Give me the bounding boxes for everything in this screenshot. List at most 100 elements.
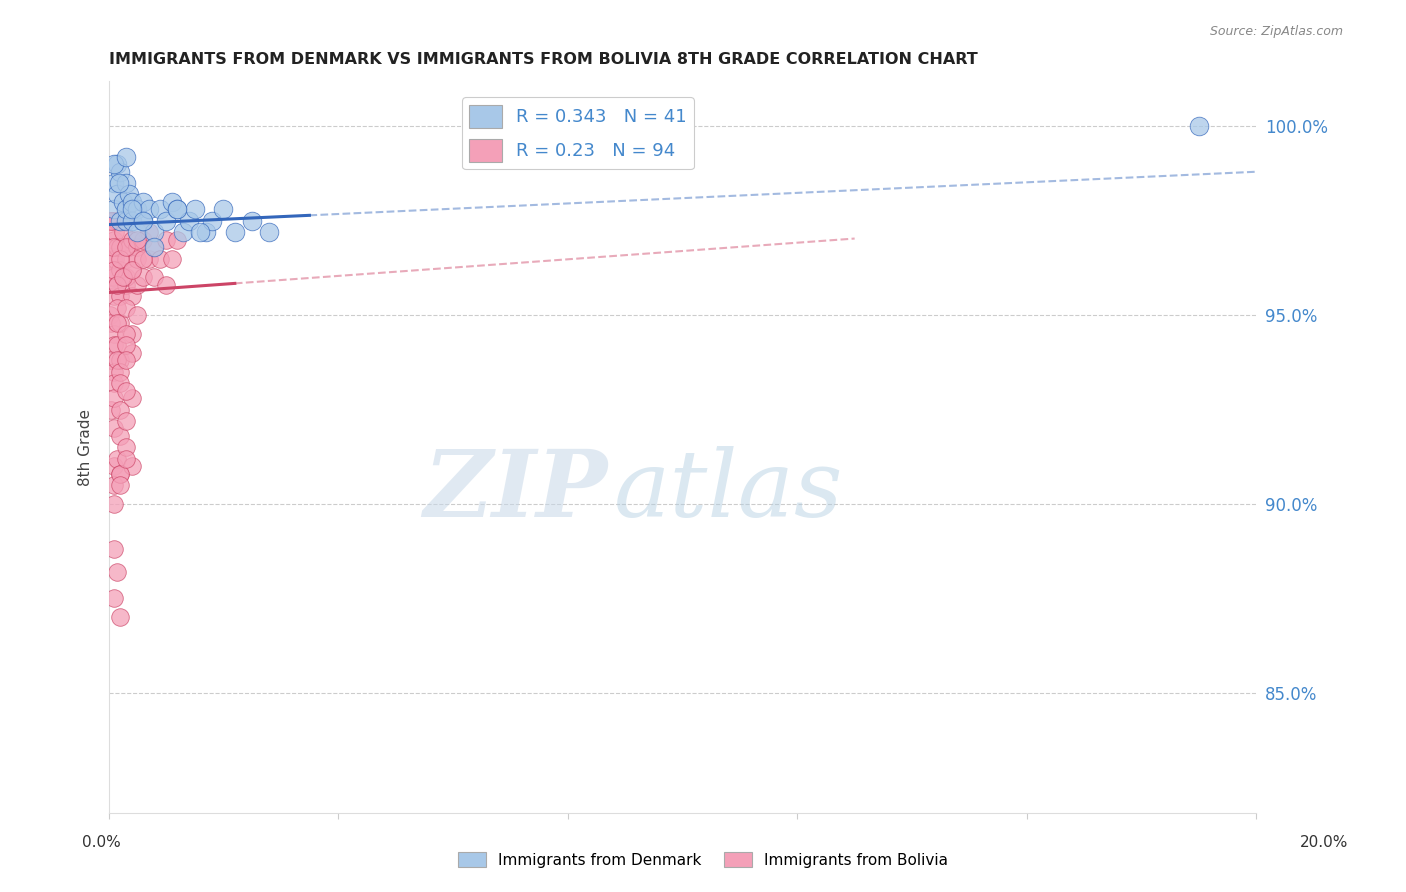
Point [121,233,143,247]
Point [127,225,149,239]
Text: Source: ZipAtlas.com: Source: ZipAtlas.com [1209,25,1343,38]
Point [108,214,131,228]
Point [108,176,131,190]
Point [104,252,127,266]
Point [103,176,125,190]
Point [108,467,131,481]
Legend: Immigrants from Denmark, Immigrants from Bolivia: Immigrants from Denmark, Immigrants from… [451,846,955,873]
Point [100,353,122,368]
Point [121,289,143,303]
Point [132,252,155,266]
Point [103,157,125,171]
Point [212,202,235,217]
Point [166,202,188,217]
Point [108,240,131,254]
Point [111,270,134,285]
Point [240,214,263,228]
Point [121,263,143,277]
Point [103,233,125,247]
Point [190,225,212,239]
Point [103,338,125,352]
Point [149,252,172,266]
Point [103,376,125,391]
Point [98,308,121,322]
Point [114,440,136,454]
Point [121,263,143,277]
Point [143,240,166,254]
Point [108,316,131,330]
Point [201,214,224,228]
Point [105,301,128,315]
Point [105,214,128,228]
Point [195,225,218,239]
Y-axis label: 8th Grade: 8th Grade [79,409,93,486]
Point [105,316,128,330]
Point [103,478,125,492]
Point [103,497,125,511]
Point [132,270,155,285]
Point [114,150,136,164]
Point [166,202,188,217]
Point [105,277,128,292]
Point [105,565,128,579]
Point [114,451,136,466]
Point [105,353,128,368]
Point [108,610,131,624]
Point [138,252,160,266]
Point [143,225,166,239]
Point [103,365,125,379]
Point [114,240,136,254]
Point [104,225,127,239]
Point [155,214,177,228]
Point [138,202,160,217]
Point [111,270,134,285]
Point [105,451,128,466]
Point [108,365,131,379]
Point [103,326,125,341]
Point [105,157,128,171]
Point [114,252,136,266]
Point [121,459,143,474]
Point [108,467,131,481]
Text: ZIP: ZIP [423,446,607,536]
Point [103,263,125,277]
Point [101,252,124,266]
Point [132,194,155,209]
Point [103,270,125,285]
Point [132,214,155,228]
Point [143,270,166,285]
Point [114,176,136,190]
Point [121,326,143,341]
Point [103,289,125,303]
Point [114,214,136,228]
Point [132,214,155,228]
Point [114,384,136,398]
Point [103,459,125,474]
Point [127,233,149,247]
Point [114,414,136,428]
Point [257,225,280,239]
Point [108,376,131,391]
Point [155,233,177,247]
Text: 20.0%: 20.0% [1301,836,1348,850]
Point [183,202,205,217]
Point [101,240,124,254]
Point [155,277,177,292]
Point [224,225,246,239]
Point [138,225,160,239]
Point [121,202,143,217]
Point [100,214,122,228]
Point [111,194,134,209]
Point [166,233,188,247]
Point [108,429,131,443]
Point [114,326,136,341]
Point [105,338,128,352]
Point [132,233,155,247]
Point [103,202,125,217]
Point [160,194,183,209]
Point [114,353,136,368]
Legend: R = 0.343   N = 41, R = 0.23   N = 94: R = 0.343 N = 41, R = 0.23 N = 94 [463,97,695,169]
Point [100,214,122,228]
Point [177,214,200,228]
Point [108,289,131,303]
